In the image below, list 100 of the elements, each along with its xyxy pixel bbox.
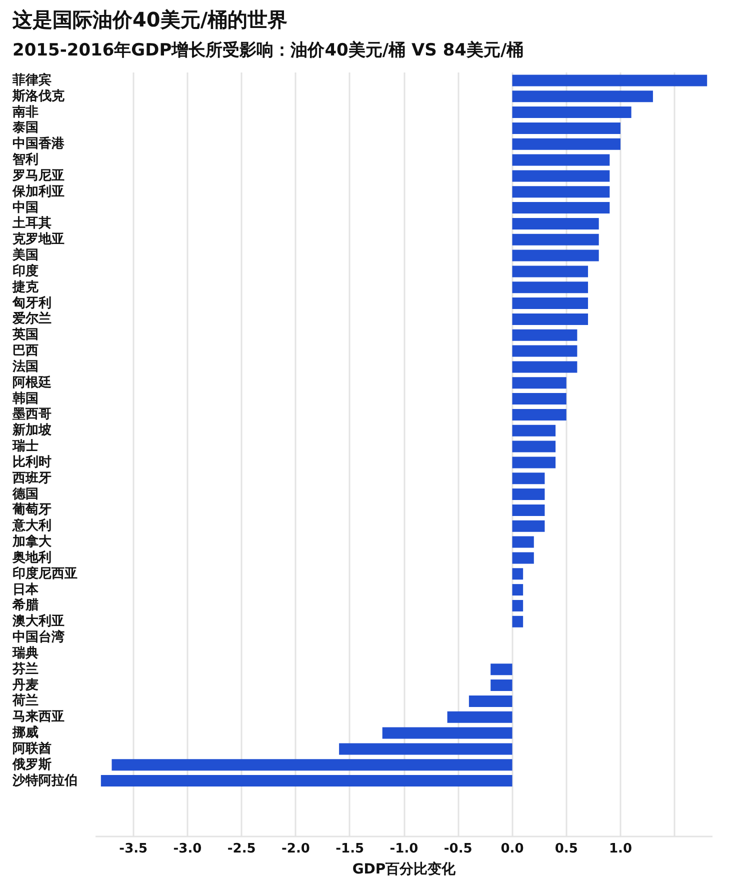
bar — [100, 775, 512, 787]
y-tick-label: 捷克 — [12, 280, 40, 295]
y-tick-label: 斯洛伐克 — [12, 88, 66, 104]
y-tick-label: 沙特阿拉伯 — [12, 773, 78, 788]
y-tick-label: 瑞典 — [12, 646, 38, 661]
y-tick-label: 马来西亚 — [12, 710, 64, 725]
y-tick-label: 中国香港 — [12, 136, 66, 152]
y-tick-label: 丹麦 — [12, 678, 38, 693]
y-tick-label: 奥地利 — [12, 549, 52, 566]
y-tick-label: 德国 — [12, 486, 38, 502]
chart-subtitle: 2015-2016年GDP增长所受影响：油价40美元/桶 VS 84美元/桶 — [12, 40, 524, 60]
x-tick-label: -3.5 — [119, 842, 148, 856]
y-tick-label: 墨西哥 — [12, 407, 52, 422]
bar — [512, 377, 566, 389]
bar — [512, 616, 524, 628]
bar — [490, 664, 512, 676]
y-tick-label: 韩国 — [12, 391, 38, 406]
y-tick-label: 阿联酋 — [12, 741, 52, 756]
bar — [468, 695, 512, 707]
bar — [512, 408, 566, 420]
bar — [112, 759, 512, 771]
bar — [512, 361, 578, 373]
x-tick-label: -2.0 — [282, 842, 310, 856]
y-tick-label: 西班牙 — [12, 470, 52, 486]
bar — [512, 552, 534, 564]
bar — [512, 536, 534, 548]
bar — [512, 313, 588, 325]
bar — [512, 504, 545, 516]
y-tick-label: 日本 — [12, 582, 40, 598]
y-tick-label: 泰国 — [12, 120, 38, 136]
bar — [512, 122, 620, 134]
y-tick-label: 瑞士 — [12, 439, 38, 454]
y-tick-label: 希腊 — [12, 597, 38, 614]
y-tick-label: 智利 — [12, 152, 38, 168]
bar — [512, 202, 610, 214]
y-tick-label: 保加利亚 — [12, 183, 64, 200]
y-tick-label: 巴西 — [12, 344, 38, 359]
x-tick-label: 0.5 — [554, 842, 578, 856]
bar — [512, 250, 599, 262]
bar — [512, 90, 653, 102]
y-tick-label: 罗马尼亚 — [12, 168, 64, 184]
bar — [512, 600, 524, 612]
y-tick-label: 英国 — [12, 328, 38, 343]
bar — [512, 472, 545, 484]
x-tick-label: -3.0 — [173, 842, 202, 856]
bar — [512, 345, 578, 357]
bar — [339, 743, 512, 755]
chart-title: 这是国际油价40美元/桶的世界 — [12, 8, 288, 32]
y-tick-label: 加拿大 — [12, 534, 52, 550]
bar — [512, 106, 632, 118]
y-tick-label: 爱尔兰 — [12, 310, 52, 327]
bar — [512, 393, 566, 405]
bar — [512, 266, 588, 278]
y-tick-label: 法国 — [12, 359, 38, 374]
y-tick-label: 比利时 — [12, 454, 52, 470]
y-tick-label: 葡萄牙 — [12, 502, 52, 518]
y-tick-label: 澳大利亚 — [12, 613, 64, 630]
bar — [512, 298, 588, 310]
bar — [512, 234, 599, 246]
bar — [512, 74, 708, 86]
y-tick-label: 意大利 — [12, 518, 52, 534]
y-tick-label: 芬兰 — [12, 660, 38, 677]
bar — [512, 456, 556, 468]
bar — [512, 282, 588, 294]
y-tick-label: 印度尼西亚 — [12, 565, 78, 582]
bar — [382, 727, 512, 739]
y-tick-label: 阿根廷 — [12, 374, 52, 390]
bar — [490, 680, 512, 692]
y-tick-label: 中国 — [12, 200, 38, 216]
bar — [512, 186, 610, 198]
y-tick-label: 菲律宾 — [12, 72, 52, 88]
bar — [512, 568, 524, 580]
bar — [512, 170, 610, 182]
x-tick-label: -1.5 — [336, 842, 364, 856]
bar — [447, 711, 512, 723]
bar — [512, 440, 556, 452]
x-tick-label: -1.0 — [390, 842, 418, 856]
bar — [512, 218, 599, 230]
x-tick-label: 1.0 — [608, 842, 632, 856]
y-tick-label: 美国 — [12, 247, 38, 264]
x-tick-label: -2.5 — [227, 842, 256, 856]
x-tick-label: 0.0 — [500, 842, 524, 856]
y-tick-label: 新加坡 — [12, 422, 52, 438]
y-tick-label: 俄罗斯 — [12, 757, 52, 772]
y-tick-label: 土耳其 — [12, 216, 52, 232]
bar — [512, 329, 578, 341]
y-tick-label: 印度 — [12, 262, 38, 279]
y-tick-label: 荷兰 — [12, 692, 38, 709]
x-axis-title: GDP百分比变化 — [352, 860, 457, 878]
bar — [512, 424, 556, 436]
bar — [512, 520, 545, 532]
bar — [512, 584, 524, 596]
y-tick-label: 挪威 — [12, 724, 38, 741]
y-tick-label: 南非 — [12, 104, 38, 120]
y-tick-label: 克罗地亚 — [12, 232, 64, 248]
y-tick-label: 中国台湾 — [12, 629, 64, 646]
y-tick-label: 匈牙利 — [12, 294, 52, 311]
bar — [512, 138, 620, 150]
bar — [512, 154, 610, 166]
bar — [512, 488, 545, 500]
